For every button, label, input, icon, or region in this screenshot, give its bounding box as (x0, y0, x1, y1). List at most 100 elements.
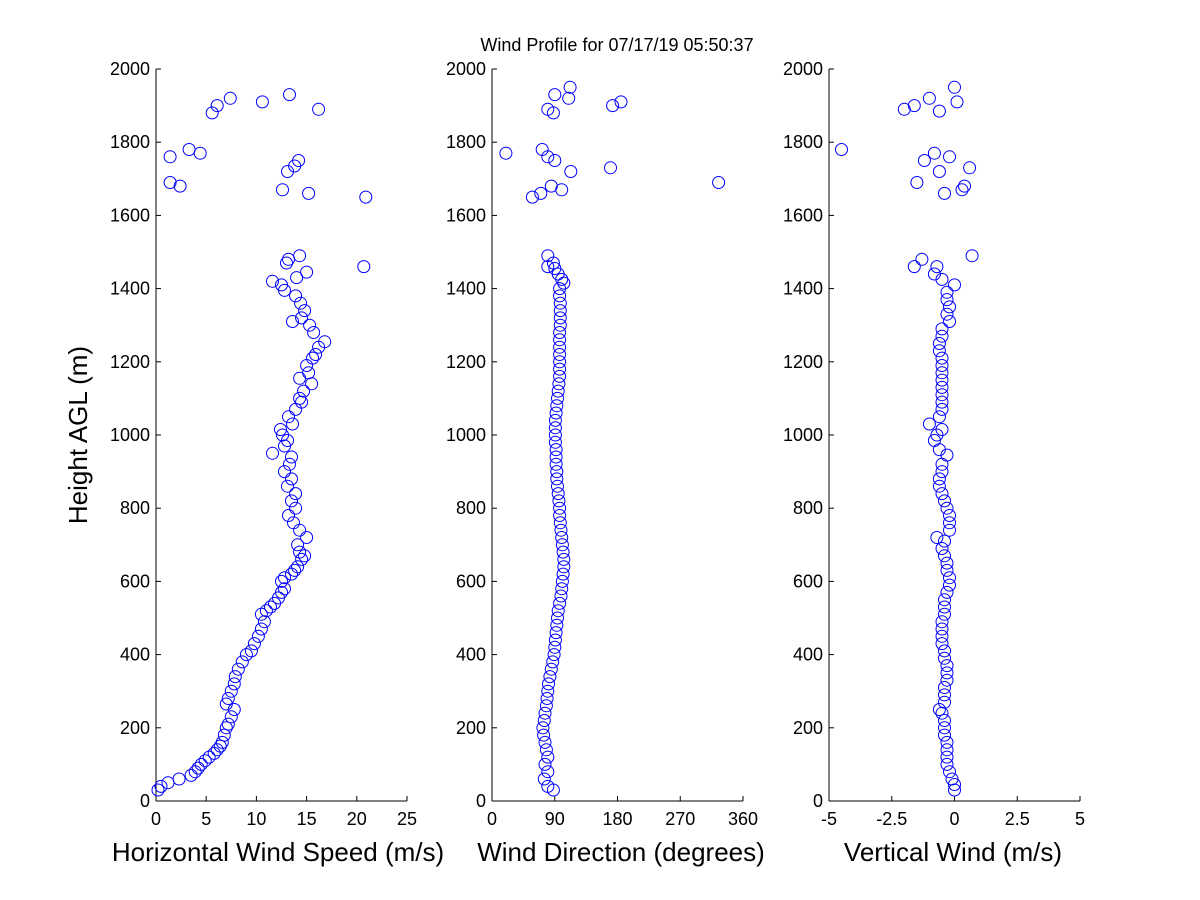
data-point (551, 391, 564, 405)
data-point (965, 249, 979, 263)
data-point (963, 161, 977, 175)
x-tick-label: 20 (347, 809, 367, 829)
data-point (943, 509, 956, 522)
data-point (943, 765, 956, 779)
data-point (223, 91, 237, 105)
data-point (553, 296, 567, 310)
data-point (295, 395, 309, 409)
y-tick-label: 1200 (783, 352, 823, 372)
data-point (357, 260, 371, 274)
y-tick-label: 1000 (783, 425, 823, 445)
x-tick-label: 270 (665, 809, 695, 829)
data-point (935, 622, 949, 636)
data-point (275, 278, 288, 292)
data-point (938, 681, 951, 694)
data-point (285, 450, 298, 464)
data-point (540, 692, 554, 705)
data-point (932, 104, 946, 118)
data-point (539, 699, 553, 713)
data-point (239, 648, 253, 662)
y-tick-label: 1200 (446, 352, 486, 372)
data-point (281, 479, 294, 493)
data-point (544, 662, 558, 676)
data-point (254, 622, 268, 636)
x-axis-label: Horizontal Wind Speed (m/s) (112, 837, 444, 867)
data-point (935, 351, 949, 365)
x-tick-label: -5 (821, 809, 837, 829)
data-point (198, 754, 212, 768)
data-point (219, 721, 233, 735)
data-point (938, 549, 951, 563)
data-point (897, 102, 911, 116)
data-point (182, 143, 196, 156)
x-tick-label: 0 (949, 809, 959, 829)
data-point (215, 735, 229, 749)
data-point (266, 274, 279, 288)
data-point (553, 355, 567, 369)
data-point (536, 721, 550, 735)
data-point (940, 563, 954, 577)
data-point (552, 494, 566, 508)
data-point (935, 423, 949, 436)
data-point (278, 582, 291, 596)
data-point (935, 395, 949, 409)
data-point (287, 516, 300, 530)
y-tick-label: 600 (793, 571, 823, 591)
data-point (935, 359, 949, 372)
data-point (298, 304, 312, 318)
data-point (312, 102, 326, 116)
data-point (553, 333, 567, 347)
data-point (293, 391, 307, 405)
data-point (555, 531, 569, 544)
data-point (935, 465, 949, 479)
data-point (927, 434, 941, 447)
data-point (553, 362, 567, 376)
data-point (940, 285, 954, 299)
data-point (286, 417, 299, 431)
data-point (562, 91, 576, 105)
data-point (555, 538, 569, 552)
data-point (935, 322, 949, 336)
data-point (557, 552, 571, 566)
data-point (935, 329, 949, 343)
data-point (534, 186, 548, 200)
data-point (538, 706, 552, 720)
data-point (943, 571, 956, 585)
data-point (551, 479, 564, 493)
figure-title: Wind Profile for 07/17/19 05:50:37 (480, 35, 753, 55)
data-point (293, 545, 307, 559)
data-point (553, 509, 567, 522)
data-point (553, 501, 567, 515)
data-point (557, 560, 571, 574)
data-point (604, 161, 617, 175)
y-tick-label: 0 (476, 791, 486, 811)
data-point (938, 721, 951, 735)
data-point (227, 677, 241, 691)
data-point (938, 186, 951, 200)
data-point (556, 545, 570, 559)
data-point (194, 757, 208, 771)
data-point (712, 176, 726, 189)
data-point (935, 373, 949, 387)
data-point (549, 406, 563, 420)
y-tick-label: 1600 (110, 205, 150, 225)
y-tick-label: 400 (456, 645, 486, 665)
x-tick-label: 2.5 (1005, 809, 1030, 829)
data-point (548, 435, 562, 449)
data-point (945, 772, 959, 786)
data-point (219, 697, 233, 711)
data-point (359, 190, 373, 204)
data-point (930, 531, 944, 544)
data-point (551, 487, 565, 501)
data-point (553, 596, 567, 610)
x-tick-label: -2.5 (876, 809, 907, 829)
data-point (283, 457, 296, 471)
data-point (950, 95, 964, 109)
data-point (541, 750, 555, 764)
data-point (537, 714, 551, 727)
y-tick-label: 600 (456, 571, 486, 591)
data-point (940, 673, 954, 687)
data-point (555, 574, 569, 588)
data-point (224, 710, 238, 724)
